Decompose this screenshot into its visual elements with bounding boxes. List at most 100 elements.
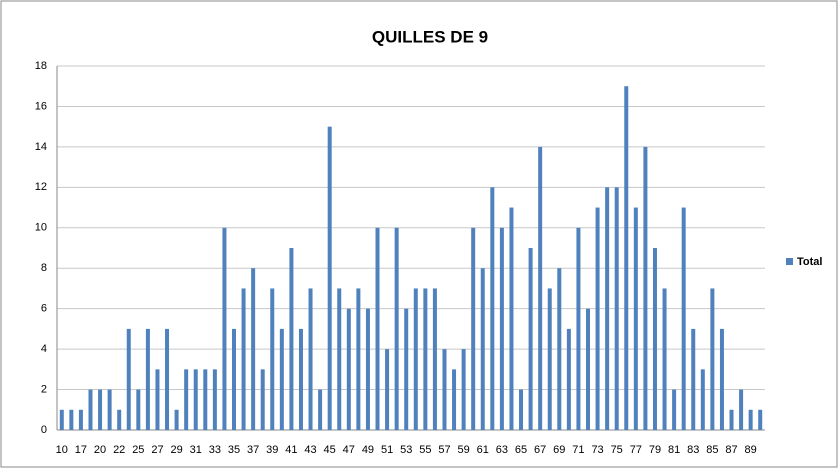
bar bbox=[404, 308, 409, 430]
bar bbox=[59, 409, 64, 430]
x-tick-label: 59 bbox=[457, 444, 469, 456]
chart-title: QUILLES DE 9 bbox=[372, 27, 488, 46]
bar bbox=[547, 288, 552, 430]
bar bbox=[423, 288, 428, 430]
y-tick-label: 4 bbox=[41, 343, 47, 355]
bar bbox=[643, 146, 648, 430]
bar bbox=[452, 369, 457, 430]
x-tick-label: 57 bbox=[438, 444, 450, 456]
bar bbox=[126, 328, 131, 430]
bar bbox=[174, 409, 179, 430]
bar bbox=[748, 409, 753, 430]
x-tick-label: 61 bbox=[477, 444, 489, 456]
y-tick-label: 6 bbox=[41, 303, 47, 315]
bar bbox=[117, 409, 122, 430]
x-tick-label: 47 bbox=[343, 444, 355, 456]
x-tick-label: 55 bbox=[419, 444, 431, 456]
bar bbox=[356, 288, 361, 430]
bar bbox=[270, 288, 275, 430]
bar bbox=[624, 86, 629, 430]
bar bbox=[681, 207, 686, 430]
x-tick-label: 43 bbox=[304, 444, 316, 456]
bar bbox=[509, 207, 514, 430]
y-tick-label: 8 bbox=[41, 262, 47, 274]
bar bbox=[212, 369, 217, 430]
bar bbox=[499, 227, 504, 430]
x-tick-label: 87 bbox=[725, 444, 737, 456]
bar bbox=[318, 389, 323, 430]
x-tick-label: 77 bbox=[630, 444, 642, 456]
x-tick-label: 67 bbox=[534, 444, 546, 456]
y-tick-label: 10 bbox=[35, 222, 47, 234]
bar bbox=[260, 369, 265, 430]
bar bbox=[365, 308, 370, 430]
bar bbox=[203, 369, 208, 430]
legend-label: Total bbox=[797, 256, 822, 268]
bar bbox=[136, 389, 141, 430]
bar bbox=[155, 369, 160, 430]
x-tick-label: 22 bbox=[113, 444, 125, 456]
bar bbox=[165, 328, 170, 430]
x-tick-label: 25 bbox=[132, 444, 144, 456]
bar bbox=[289, 248, 294, 430]
bar bbox=[69, 409, 74, 430]
bar bbox=[337, 288, 342, 430]
bar bbox=[308, 288, 313, 430]
x-tick-label: 71 bbox=[572, 444, 584, 456]
bar bbox=[729, 409, 734, 430]
bar bbox=[480, 268, 485, 430]
x-tick-label: 37 bbox=[247, 444, 259, 456]
bar bbox=[519, 389, 524, 430]
bar bbox=[758, 409, 763, 430]
y-tick-label: 0 bbox=[41, 424, 47, 436]
x-tick-label: 79 bbox=[649, 444, 661, 456]
bar bbox=[107, 389, 112, 430]
bar bbox=[614, 187, 619, 430]
bar bbox=[385, 349, 390, 430]
bar bbox=[576, 227, 581, 430]
bar bbox=[566, 328, 571, 430]
x-tick-label: 69 bbox=[553, 444, 565, 456]
bar bbox=[145, 328, 150, 430]
bar bbox=[327, 126, 332, 431]
x-tick-label: 49 bbox=[362, 444, 374, 456]
bar bbox=[375, 227, 380, 430]
bar bbox=[193, 369, 198, 430]
bar bbox=[346, 308, 351, 430]
x-tick-label: 35 bbox=[228, 444, 240, 456]
bar bbox=[490, 187, 495, 430]
bar bbox=[78, 409, 83, 430]
x-tick-label: 17 bbox=[75, 444, 87, 456]
y-tick-label: 2 bbox=[41, 383, 47, 395]
x-tick-label: 75 bbox=[611, 444, 623, 456]
bar bbox=[672, 389, 677, 430]
bar bbox=[461, 349, 466, 430]
x-tick-label: 41 bbox=[285, 444, 297, 456]
x-tick-label: 31 bbox=[190, 444, 202, 456]
x-tick-label: 10 bbox=[56, 444, 68, 456]
x-tick-label: 73 bbox=[591, 444, 603, 456]
bar bbox=[184, 369, 189, 430]
bar bbox=[719, 328, 724, 430]
bar bbox=[595, 207, 600, 430]
x-tick-label: 51 bbox=[381, 444, 393, 456]
bar bbox=[298, 328, 303, 430]
x-tick-label: 85 bbox=[706, 444, 718, 456]
x-tick-label: 89 bbox=[745, 444, 757, 456]
bar bbox=[652, 248, 657, 430]
bar bbox=[633, 207, 638, 430]
x-tick-label: 53 bbox=[400, 444, 412, 456]
x-tick-label: 29 bbox=[170, 444, 182, 456]
bar bbox=[413, 288, 418, 430]
bar bbox=[739, 389, 744, 430]
bar bbox=[394, 227, 399, 430]
bar bbox=[222, 227, 227, 430]
y-tick-label: 16 bbox=[35, 100, 47, 112]
x-tick-label: 63 bbox=[496, 444, 508, 456]
x-tick-label: 39 bbox=[266, 444, 278, 456]
bar bbox=[98, 389, 103, 430]
bar bbox=[528, 248, 533, 430]
bar bbox=[691, 328, 696, 430]
legend-swatch bbox=[786, 258, 793, 265]
